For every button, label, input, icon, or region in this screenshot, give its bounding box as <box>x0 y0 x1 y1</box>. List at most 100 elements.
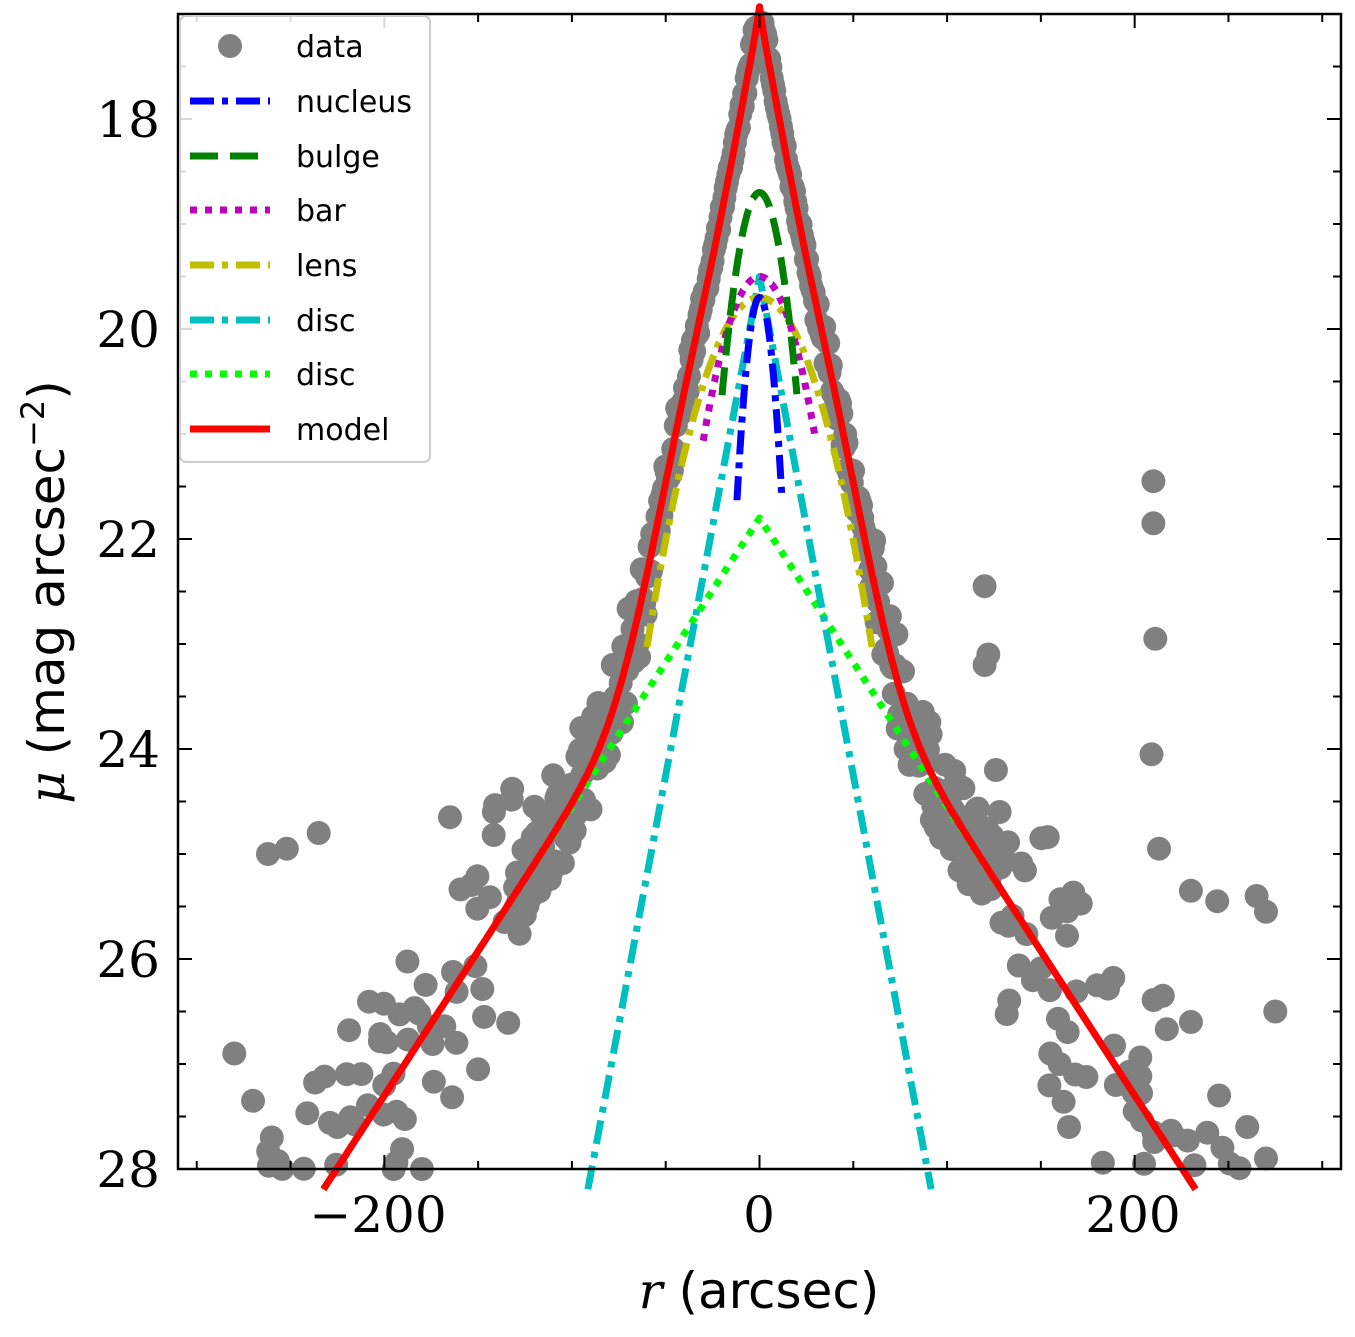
data-point <box>1254 899 1278 924</box>
legend-label-bulge: bulge <box>296 140 380 175</box>
data-point <box>413 972 438 997</box>
y-axis-var: μ <box>18 771 76 804</box>
data-point <box>578 797 603 822</box>
data-point <box>1154 1017 1179 1042</box>
legend-label-disc: disc <box>296 304 356 339</box>
data-point <box>994 1002 1019 1027</box>
data-point <box>374 1030 399 1055</box>
y-axis-close: ) <box>18 380 76 400</box>
data-point <box>1090 1150 1115 1175</box>
data-point <box>1195 1120 1220 1145</box>
x-tick-label: 0 <box>743 1186 775 1244</box>
data-point <box>496 1010 521 1035</box>
data-point <box>965 796 990 821</box>
data-point <box>407 1001 432 1026</box>
data-point <box>337 1018 362 1043</box>
data-point <box>1048 887 1073 912</box>
data-point <box>1141 988 1166 1012</box>
data-point <box>395 949 420 974</box>
data-point <box>1012 858 1037 883</box>
data-point <box>241 1088 265 1113</box>
data-point <box>627 645 652 670</box>
data-point <box>1182 1153 1207 1178</box>
data-point <box>1057 1115 1081 1139</box>
curve-bar <box>699 273 820 444</box>
data-point <box>972 653 997 677</box>
data-point <box>483 793 508 818</box>
x-tick-labels: −200 0 200 <box>309 1186 1180 1244</box>
data-point <box>951 776 976 801</box>
legend-label-lens: lens <box>296 249 357 284</box>
legend-marker-data <box>218 34 242 58</box>
y-axis-unit: (mag arcsec <box>18 447 76 755</box>
data-point <box>1139 742 1164 767</box>
data-point <box>1178 878 1203 903</box>
data-point <box>318 1110 342 1135</box>
data-point <box>1235 1115 1260 1139</box>
x-tick-label: 200 <box>1085 1186 1180 1244</box>
y-tick-labels: 18 20 22 24 26 28 <box>96 91 160 1199</box>
curve-bulge <box>718 189 801 398</box>
data-point <box>1210 1135 1235 1160</box>
data-point <box>1021 963 1046 988</box>
data-point <box>500 776 525 801</box>
curve-model <box>320 3 1199 1192</box>
data-point <box>384 1099 409 1124</box>
data-point <box>1254 1146 1278 1171</box>
data-point <box>1039 905 1064 930</box>
legend-label-model: model <box>296 413 389 448</box>
data-point <box>1205 889 1230 914</box>
y-tick-label: 22 <box>96 511 160 569</box>
data-point <box>550 851 575 875</box>
data-point <box>1207 1083 1232 1108</box>
x-axis-unit: (arcsec) <box>678 1262 879 1320</box>
data-point <box>1101 965 1126 990</box>
data-point <box>1055 1020 1080 1045</box>
data-point <box>432 1014 457 1039</box>
data-point <box>312 1064 337 1089</box>
curve-disc <box>584 273 935 1190</box>
data-point <box>1141 511 1166 536</box>
data-point <box>1074 1065 1099 1089</box>
y-tick-label: 28 <box>96 1141 160 1199</box>
data-point <box>295 1101 320 1126</box>
data-point <box>465 896 490 921</box>
x-tick-label: −200 <box>309 1186 446 1244</box>
data-point <box>1037 978 1062 1003</box>
legend-label-data: data <box>296 30 364 65</box>
data-point <box>1051 1089 1076 1114</box>
data-point <box>987 800 1012 824</box>
data-point <box>274 836 299 861</box>
data-point <box>448 877 473 902</box>
data-point <box>918 722 943 747</box>
legend-label-disc-outer: disc <box>296 358 356 393</box>
data-point <box>222 1041 247 1066</box>
curve-nucleus <box>733 294 786 503</box>
data-point <box>438 805 462 830</box>
data-point <box>1128 1045 1153 1070</box>
data-point <box>444 1030 469 1055</box>
data-point <box>481 823 506 847</box>
data-point <box>1038 1041 1063 1066</box>
data-point <box>1143 626 1168 651</box>
y-axis-label: μ (mag arcsec−2) <box>14 380 76 803</box>
data-point <box>306 821 331 845</box>
data-point <box>472 1004 497 1029</box>
data-point <box>384 1150 409 1175</box>
y-axis-exponent: −2 <box>14 400 52 447</box>
data-point <box>256 842 280 866</box>
data-point <box>972 574 997 599</box>
data-point <box>1178 1010 1203 1034</box>
data-point <box>357 989 381 1014</box>
data-point <box>1029 826 1054 851</box>
model-curves <box>320 3 1199 1192</box>
data-point <box>256 1139 281 1164</box>
data-point <box>1263 999 1288 1024</box>
data-point <box>440 1085 465 1110</box>
legend-box <box>179 15 431 463</box>
data-point <box>1037 1073 1062 1098</box>
legend-label-nucleus: nucleus <box>296 85 412 120</box>
x-axis-var: r <box>639 1262 666 1320</box>
data-point <box>996 830 1021 855</box>
